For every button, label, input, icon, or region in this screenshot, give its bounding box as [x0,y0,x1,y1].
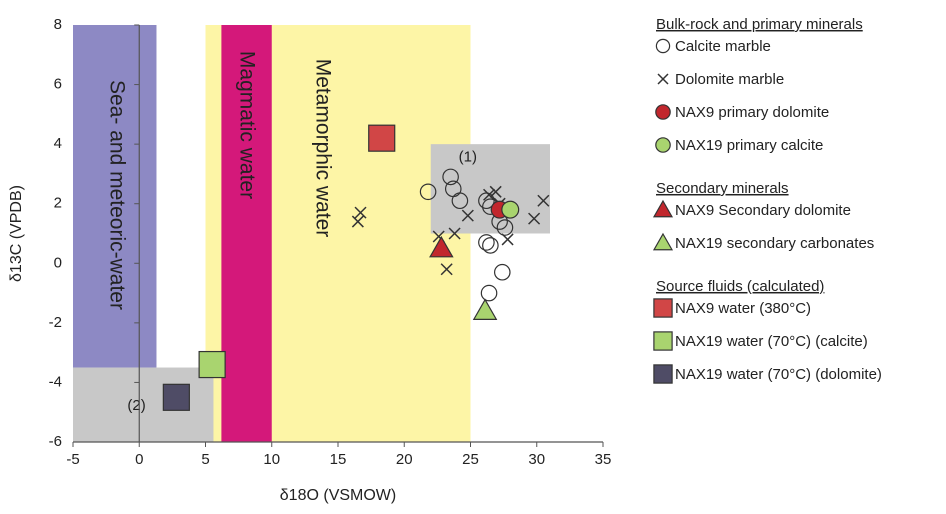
legend-item: NAX19 water (70°C) (calcite) [654,332,868,350]
y-tick-label: -2 [49,314,62,331]
legend-header: Source fluids (calculated) [656,278,824,295]
x-axis-label: δ18O (VSMOW) [280,487,396,504]
data-point [495,265,510,280]
y-tick-label: 8 [54,16,62,33]
legend-marker [654,299,672,317]
legend-marker [656,138,670,152]
legend-label: Calcite marble [675,38,771,55]
y-tick-label: -6 [49,433,62,450]
legend-marker [654,332,672,350]
sea-meteoric-water-label: Sea- and meteoric-water [105,80,128,310]
data-point [502,234,513,245]
legend-item: Dolomite marble [658,71,784,88]
legend-marker [654,365,672,383]
data-point [163,384,189,410]
x-tick-label: 30 [528,451,545,468]
metamorphic-water-label: Metamorphic water [311,59,334,238]
legend-header: Bulk-rock and primary minerals [656,16,863,33]
x-tick-label: 0 [135,451,143,468]
legend-item: NAX9 water (380°C) [654,299,811,317]
legend-label: NAX19 primary calcite [675,137,823,154]
region-1-label: (1) [459,149,477,166]
legend-marker [654,234,672,250]
data-point [502,201,519,218]
legend-item: NAX19 water (70°C) (dolomite) [654,365,882,383]
magmatic-water-label: Magmatic water [235,51,258,199]
legend-label: NAX19 water (70°C) (calcite) [675,333,868,350]
y-axis-label: δ13C (VPDB) [8,185,25,282]
y-tick-label: 6 [54,76,62,93]
legend-marker [654,201,672,217]
legend-item: NAX19 secondary carbonates [654,234,874,252]
legend: Bulk-rock and primary minerals Calcite ma… [654,16,882,383]
data-point [483,238,498,253]
legend-label: Dolomite marble [675,71,784,88]
legend-label: NAX9 primary dolomite [675,104,829,121]
data-point [199,352,225,378]
legend-header: Secondary minerals [656,180,789,197]
legend-label: NAX9 Secondary dolomite [675,202,851,219]
legend-label: NAX19 secondary carbonates [675,235,874,252]
data-point [369,125,395,151]
legend-marker [656,105,670,119]
y-tick-label: -4 [49,373,62,390]
legend-item: NAX9 primary dolomite [656,104,829,121]
y-tick-label: 2 [54,195,62,212]
y-tick-label: 0 [54,254,62,271]
x-tick-label: 20 [396,451,413,468]
x-tick-label: 10 [263,451,280,468]
x-tick-label: 5 [201,451,209,468]
x-tick-label: 25 [462,451,479,468]
legend-item: NAX19 primary calcite [656,137,824,154]
legend-marker [658,74,668,84]
data-point [479,235,494,250]
region-2-label: (2) [127,397,145,414]
legend-item: NAX9 Secondary dolomite [654,201,851,219]
legend-marker [656,39,669,52]
legend-item: Calcite marble [656,38,770,55]
legend-label: NAX19 water (70°C) (dolomite) [675,366,882,383]
legend-label: NAX9 water (380°C) [675,300,811,317]
x-tick-label: -5 [66,451,79,468]
data-point [474,300,497,320]
x-tick-label: 15 [330,451,347,468]
data-point [481,285,496,300]
x-tick-label: 35 [595,451,612,468]
y-tick-label: 4 [54,135,62,152]
